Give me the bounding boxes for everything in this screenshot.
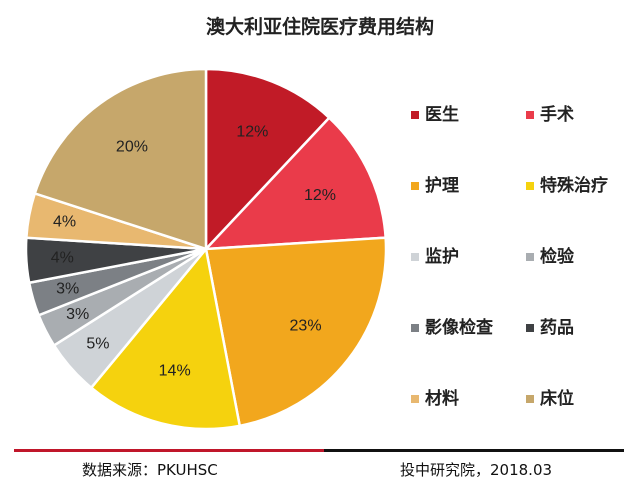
pie-slice-1 xyxy=(202,116,387,251)
slice-label-0: 12% xyxy=(236,123,268,140)
slice-label-4: 5% xyxy=(86,336,109,353)
legend-label-1: 手术 xyxy=(540,104,574,125)
legend-item-1: 手术 xyxy=(526,104,574,125)
legend-item-7: 药品 xyxy=(526,317,574,338)
legend-label-9: 床位 xyxy=(540,388,574,409)
slice-label-3: 14% xyxy=(159,363,191,380)
legend-swatch-0 xyxy=(411,111,419,119)
legend-swatch-3 xyxy=(526,182,534,190)
legend-label-0: 医生 xyxy=(425,104,459,125)
slice-label-5: 3% xyxy=(66,306,89,323)
pie-slice-9 xyxy=(33,67,208,251)
slice-label-1: 12% xyxy=(304,187,336,204)
legend-swatch-1 xyxy=(526,111,534,119)
legend-swatch-6 xyxy=(411,324,419,332)
publisher-note: 投中研究院，2018.03 xyxy=(400,461,553,479)
legend-label-7: 药品 xyxy=(540,317,574,338)
legend-label-6: 影像检查 xyxy=(425,317,494,338)
legend-item-3: 特殊治疗 xyxy=(526,175,608,196)
legend-label-4: 监护 xyxy=(425,246,459,267)
legend-item-8: 材料 xyxy=(411,388,459,409)
slice-label-6: 3% xyxy=(56,281,79,298)
pie-slice-0 xyxy=(204,67,331,253)
legend-item-6: 影像检查 xyxy=(411,317,494,338)
legend-item-2: 护理 xyxy=(411,175,459,196)
legend-swatch-9 xyxy=(526,395,534,403)
source-note: 数据来源：PKUHSC xyxy=(82,461,218,479)
legend-item-5: 检验 xyxy=(526,246,575,267)
legend-swatch-4 xyxy=(411,253,419,261)
slice-label-9: 20% xyxy=(116,139,148,156)
pie-slice-3 xyxy=(89,246,242,431)
legend-swatch-2 xyxy=(411,182,419,190)
legend-swatch-8 xyxy=(411,395,419,403)
legend-item-9: 床位 xyxy=(526,388,574,409)
legend-label-8: 材料 xyxy=(425,388,459,409)
legend-item-0: 医生 xyxy=(411,104,459,125)
legend-item-4: 监护 xyxy=(411,246,459,267)
footer-divider xyxy=(14,449,624,452)
chart-title: 澳大利亚住院医疗费用结构 xyxy=(205,16,434,38)
slice-label-2: 23% xyxy=(290,318,322,335)
slice-label-8: 4% xyxy=(53,214,76,231)
legend-label-2: 护理 xyxy=(425,175,459,196)
legend-swatch-5 xyxy=(526,253,534,261)
pie-slice-2 xyxy=(204,236,388,428)
slice-label-7: 4% xyxy=(51,250,74,267)
pie-slice-labels: 12% 12% 23% 14% 5% 3% 3% 4% 4% 20% xyxy=(51,123,336,379)
legend-label-3: 特殊治疗 xyxy=(540,175,608,196)
legend-label-5: 检验 xyxy=(540,246,575,267)
pie-slices xyxy=(24,67,388,431)
legend-swatch-7 xyxy=(526,324,534,332)
